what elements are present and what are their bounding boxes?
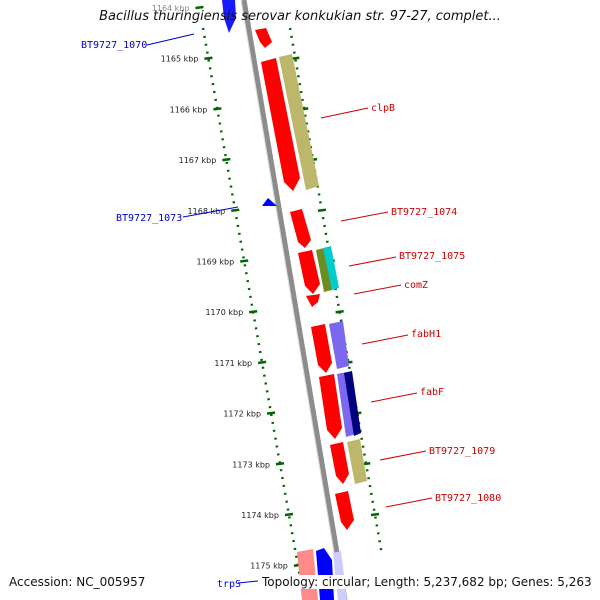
gene-bt9727-1074[interactable]	[290, 209, 311, 248]
scale-ticks: 1164 kbp 1165 kbp 1166 kbp 1167 kbp 1168 kbp…	[152, 4, 380, 571]
tick-mark-left	[249, 309, 258, 314]
cog-fabh1[interactable]	[329, 321, 349, 369]
map-title: Bacillus thuringiensis serovar konkukian…	[99, 9, 501, 24]
label-comz[interactable]: comZ	[404, 280, 428, 291]
cog-bt9727-1075-cyan[interactable]	[323, 246, 339, 290]
gene-bt9727-1075[interactable]	[298, 250, 320, 294]
label-bt9727-1073[interactable]: BT9727_1073	[116, 213, 182, 224]
gene-comz[interactable]	[306, 294, 320, 307]
gene-bt9727-1071[interactable]	[255, 28, 272, 48]
tick-mark-left	[266, 411, 276, 415]
tick-mark-right	[370, 512, 380, 517]
gene-bt9727-1070[interactable]	[222, 0, 236, 33]
label-bt9727-1075[interactable]: BT9727_1075	[399, 251, 465, 262]
gene-fabf[interactable]	[319, 374, 342, 439]
cog-fabf-purple[interactable]	[337, 372, 356, 437]
tick-label: 1165 kbp	[161, 55, 199, 64]
accession-text: Accession: NC_005957	[7, 575, 148, 589]
backbone-highlight	[240, 0, 343, 600]
topology-text: Topology: circular; Length: 5,237,682 bp…	[260, 575, 594, 589]
label-fabf[interactable]: fabF	[420, 387, 444, 398]
tick-label: 1168 kbp	[188, 207, 226, 216]
tick-mark-left	[204, 56, 213, 60]
gene-clpb[interactable]	[261, 58, 300, 191]
tick-label: 1164 kbp	[152, 4, 190, 13]
tick-mark-left	[231, 208, 240, 213]
cog-bt9727-1075-green[interactable]	[316, 248, 332, 292]
label-connectors	[146, 33, 433, 584]
label-clpb[interactable]: clpB	[371, 103, 395, 114]
gene-labels: BT9727_1070 BT9727_1073 trpS clpB BT9727…	[81, 40, 501, 590]
gene-fabh1[interactable]	[311, 324, 332, 373]
right-scale-dots	[288, 27, 384, 556]
tick-mark-left	[213, 107, 222, 111]
tick-label: 1174 kbp	[241, 511, 279, 520]
tick-mark-left	[222, 157, 231, 162]
gene-bt9727-1073[interactable]	[262, 198, 277, 206]
gene-trps[interactable]	[316, 548, 334, 600]
tick-mark-left	[275, 462, 285, 466]
cog-bt9727-1079[interactable]	[347, 439, 367, 484]
label-fabh1[interactable]: fabH1	[411, 329, 441, 340]
tick-mark-left	[240, 259, 249, 263]
cog-fabf-navy[interactable]	[344, 371, 361, 436]
tick-label: 1169 kbp	[197, 258, 235, 267]
genome-backbone	[241, 0, 348, 600]
cog-clpb[interactable]	[279, 54, 319, 190]
tick-label: 1167 kbp	[179, 156, 217, 165]
tick-label: 1173 kbp	[232, 460, 270, 469]
tick-label: 1172 kbp	[223, 410, 261, 419]
tick-label: 1170 kbp	[205, 308, 243, 317]
gene-bt9727-1079[interactable]	[330, 442, 349, 484]
tick-mark-right	[317, 208, 327, 213]
label-trps[interactable]: trpS	[217, 579, 241, 590]
tick-mark-left	[195, 5, 204, 10]
tick-label: 1175 kbp	[250, 562, 288, 571]
tick-mark-left	[284, 512, 294, 517]
tick-label: 1166 kbp	[170, 105, 208, 114]
tick-mark-right	[335, 309, 344, 314]
label-bt9727-1080[interactable]: BT9727_1080	[435, 493, 501, 504]
gene-bt9727-1080[interactable]	[335, 491, 354, 530]
left-scale-dots	[201, 27, 306, 600]
label-bt9727-1079[interactable]: BT9727_1079	[429, 446, 495, 457]
label-bt9727-1070[interactable]: BT9727_1070	[81, 40, 147, 51]
tick-label: 1171 kbp	[214, 359, 252, 368]
tick-mark-left	[257, 360, 267, 365]
label-bt9727-1074[interactable]: BT9727_1074	[391, 207, 457, 218]
